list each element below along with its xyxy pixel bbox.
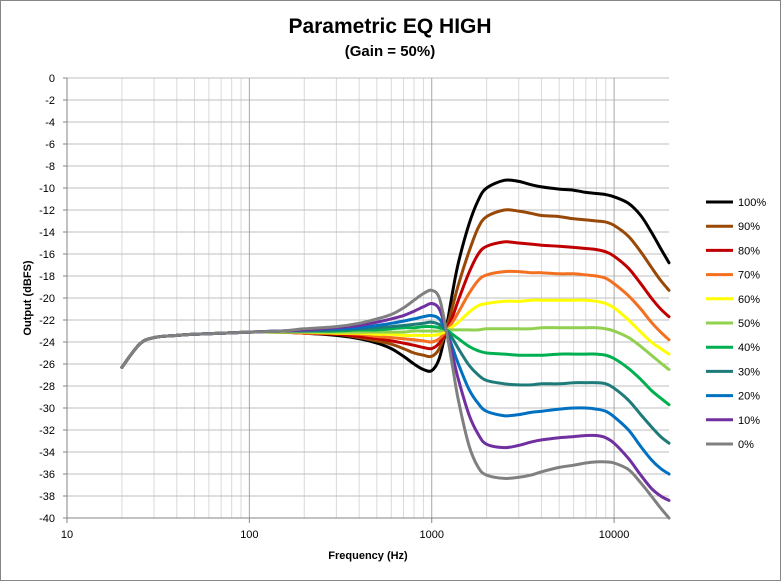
y-tick-label: -6 [45,139,55,151]
y-tick-label: -2 [45,95,55,107]
chart-subtitle: (Gain = 50%) [345,43,435,60]
legend-label: 60% [738,294,760,306]
series-line-0pct [120,288,671,520]
legend-label: 70% [738,270,760,282]
legend-label: 10% [738,415,760,427]
legend-label: 90% [738,221,760,233]
x-tick-label: 10000 [599,529,630,541]
y-tick-label: -22 [39,315,55,327]
y-tick-label: -36 [39,469,55,481]
y-tick-label: -18 [39,271,55,283]
y-tick-label: -34 [39,447,55,459]
legend-label: 80% [738,245,760,257]
y-tick-label: -24 [39,337,55,349]
y-tick-label: -20 [39,293,55,305]
y-tick-label: -32 [39,425,55,437]
chart-title: Parametric EQ HIGH [288,15,491,38]
y-tick-label: 0 [49,73,55,85]
legend-label: 0% [738,439,754,451]
y-tick-label: -8 [45,161,55,173]
y-tick-label: -28 [39,381,55,393]
grid [66,77,669,519]
legend-label: 20% [738,391,760,403]
legend-label: 40% [738,342,760,354]
legend-label: 30% [738,366,760,378]
y-axis-label: Output (dBFS) [22,260,34,335]
legend-label: 50% [738,318,760,330]
y-tick-label: -26 [39,359,55,371]
y-tick-label: -14 [39,227,55,239]
y-tick-label: -10 [39,183,55,195]
x-tick-label: 100 [240,529,258,541]
x-tick-label: 10 [61,529,73,541]
legend-label: 100% [738,197,766,209]
y-tick-label: -12 [39,205,55,217]
y-tick-label: -38 [39,491,55,503]
y-tick-label: -16 [39,249,55,261]
y-tick-label: -4 [45,117,55,129]
x-tick-label: 1000 [419,529,443,541]
series-lines [120,178,671,520]
y-tick-label: -30 [39,403,55,415]
y-tick-label: -40 [39,513,55,525]
axes: 0 -2 -4 -6 -8 -10 -12 -14 -16 -18 -20 -22 -24 -26 -28 -… [39,73,669,541]
legend: 100% 90% 80% 70% 60% 50% 40% 30% 20% 10% 0% [706,197,766,451]
x-axis-label: Frequency (Hz) [328,550,408,562]
